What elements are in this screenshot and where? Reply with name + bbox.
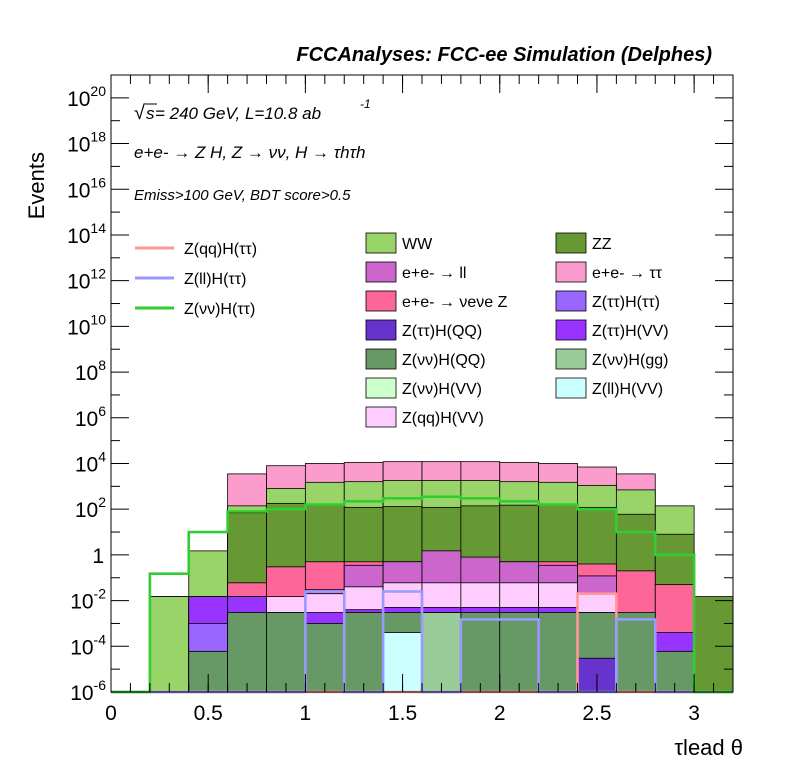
legend-entry: WW xyxy=(365,232,433,254)
legend-entry: Z(qq)H(VV) xyxy=(365,406,484,428)
legend: Z(qq)H(ττ) Z(ll)H(ττ) Z(νν)H(ττ) WW ZZ e+e- →… xyxy=(135,232,669,428)
annotation-lumi-exponent: -1 xyxy=(360,97,371,111)
legend-entry: Z(ll)H(ττ) xyxy=(135,271,246,288)
legend-label: Z(ll)H(VV) xyxy=(592,381,663,398)
x-tick-label: 1.5 xyxy=(388,702,417,725)
y-tick-label: 1 xyxy=(92,545,104,568)
legend-entry: e+e- → ττ xyxy=(555,261,663,283)
legend-entry: e+e- → νeνe Z xyxy=(365,290,508,312)
legend-label: Z(νν)H(gg) xyxy=(592,352,668,369)
legend-swatch xyxy=(365,377,397,399)
y-tick-label: 10-6 xyxy=(70,677,106,705)
legend-swatch xyxy=(365,319,397,341)
legend-label: Z(qq)H(VV) xyxy=(402,410,484,427)
legend-label: Z(ττ)H(QQ) xyxy=(402,323,482,340)
y-tick-label: 106 xyxy=(75,403,106,431)
legend-label: ZZ xyxy=(592,236,612,253)
annotation-selection: Emiss>100 GeV, BDT score>0.5 xyxy=(134,187,351,204)
legend-label: Z(ττ)H(VV) xyxy=(592,323,669,340)
legend-label: Z(ll)H(ττ) xyxy=(184,271,246,288)
legend-entry: Z(ll)H(VV) xyxy=(555,377,663,399)
legend-label: e+e- → ττ xyxy=(592,265,663,282)
y-tick-label: 1014 xyxy=(67,220,106,248)
bar xyxy=(304,623,345,693)
legend-swatch xyxy=(365,348,397,370)
y-tick-label: 1012 xyxy=(67,266,106,294)
legend-label: Z(ττ)H(ττ) xyxy=(592,294,660,311)
annotation-root-symbol: √ xyxy=(134,102,145,124)
bar xyxy=(460,612,501,693)
legend-entry: ZZ xyxy=(555,232,612,254)
legend-entry: Z(ττ)H(ττ) xyxy=(555,290,660,312)
y-axis-label: Events xyxy=(24,152,49,219)
legend-entry: Z(ττ)H(VV) xyxy=(555,319,669,341)
x-tick-label: 2 xyxy=(494,702,506,725)
y-tick-label: 10-4 xyxy=(70,631,106,659)
annotation-process: e+e- → Z H, Z → νν, H → τhτh xyxy=(134,143,365,162)
chart-title: FCCAnalyses: FCC-ee Simulation (Delphes) xyxy=(296,44,712,66)
y-tick-label: 1010 xyxy=(67,311,106,339)
bar xyxy=(227,612,267,693)
series-11 xyxy=(421,612,462,693)
legend-label: e+e- → ll xyxy=(402,265,466,282)
x-tick-label: 2.5 xyxy=(582,702,611,725)
y-tick-label: 108 xyxy=(75,357,106,385)
bar xyxy=(266,612,306,693)
x-tick-label: 3 xyxy=(688,702,700,725)
y-tick-label: 10-2 xyxy=(70,586,106,614)
bar xyxy=(693,596,734,693)
legend-entry: Z(νν)H(VV) xyxy=(365,377,482,399)
legend-entry: Z(ττ)H(QQ) xyxy=(365,319,482,341)
annotation-energy-lumi: = 240 GeV, L=10.8 ab xyxy=(155,104,321,123)
x-tick-label: 0 xyxy=(105,702,117,725)
annotation-block: √ s = 240 GeV, L=10.8 ab -1 e+e- → Z H, … xyxy=(134,97,371,204)
legend-label: Z(νν)H(QQ) xyxy=(402,352,486,369)
y-tick-label: 1020 xyxy=(67,83,106,111)
legend-swatch xyxy=(365,261,397,283)
x-axis-label: τlead θ xyxy=(674,735,743,760)
x-tick-label: 1 xyxy=(300,702,312,725)
bar xyxy=(615,612,656,693)
legend-entry: Z(νν)H(QQ) xyxy=(365,348,486,370)
legend-entry: Z(νν)H(gg) xyxy=(555,348,668,370)
legend-swatch xyxy=(365,406,397,428)
legend-swatch xyxy=(555,232,587,254)
legend-swatch xyxy=(365,290,397,312)
legend-entry: Z(νν)H(ττ) xyxy=(135,301,255,318)
bar xyxy=(421,612,462,693)
bar xyxy=(499,612,540,693)
y-tick-label: 104 xyxy=(75,448,106,476)
y-tick-label: 1016 xyxy=(67,174,106,202)
x-axis: 0 0.5 1 1.5 2 2.5 3 xyxy=(105,75,734,725)
line-series xyxy=(111,495,733,694)
legend-swatch xyxy=(555,348,587,370)
legend-label: Z(νν)H(ττ) xyxy=(184,301,255,318)
legend-label: Z(νν)H(VV) xyxy=(402,381,482,398)
bar xyxy=(343,612,384,693)
legend-entry: Z(qq)H(ττ) xyxy=(135,241,257,258)
legend-swatch xyxy=(555,319,587,341)
legend-label: WW xyxy=(402,236,433,253)
legend-swatch xyxy=(555,290,587,312)
legend-label: e+e- → νeνe Z xyxy=(402,294,508,311)
legend-swatch xyxy=(365,232,397,254)
y-tick-label: 102 xyxy=(75,494,106,522)
bar xyxy=(538,612,578,693)
bar xyxy=(149,596,190,693)
annotation-sqrt-s: s xyxy=(146,104,155,123)
y-tick-label: 1018 xyxy=(67,129,106,157)
x-tick-label: 0.5 xyxy=(194,702,223,725)
legend-label: Z(qq)H(ττ) xyxy=(184,241,257,258)
legend-swatch xyxy=(555,261,587,283)
legend-entry: e+e- → ll xyxy=(365,261,466,283)
legend-swatch xyxy=(555,377,587,399)
